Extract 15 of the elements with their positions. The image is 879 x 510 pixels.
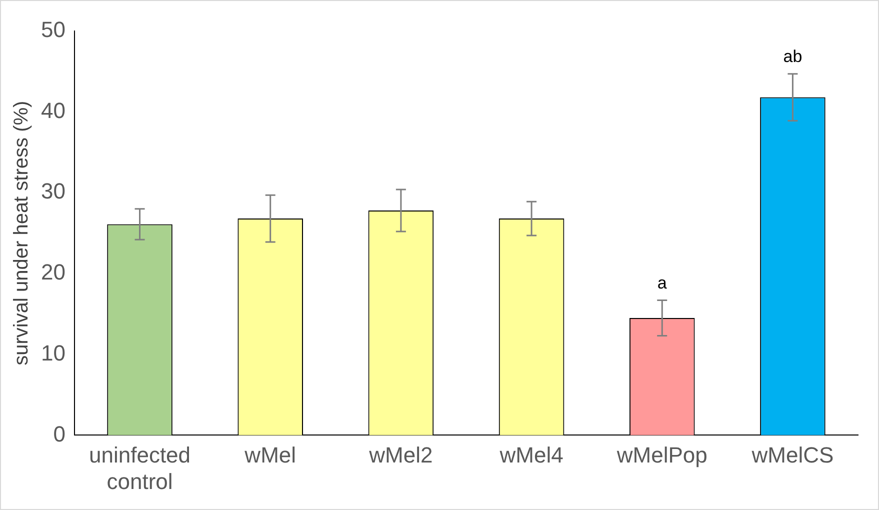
y-axis-title: survival under heat stress (%) <box>10 100 33 366</box>
x-tick-label: wMelCS <box>750 442 834 468</box>
x-tick-label: wMel2 <box>368 442 433 468</box>
y-tick-label: 50 <box>40 17 66 42</box>
y-tick-label: 20 <box>40 260 66 285</box>
x-tick-label: wMel <box>244 442 296 468</box>
x-tick-label: wMel4 <box>498 442 564 468</box>
y-tick-label: 0 <box>53 421 66 446</box>
x-tick-label: wMelPop <box>616 442 708 468</box>
annotation: a <box>657 273 668 292</box>
y-tick-label: 30 <box>40 178 66 204</box>
y-tick-label: 40 <box>40 98 66 123</box>
y-tick-label: 10 <box>40 340 66 366</box>
x-tick-label: uninfected control <box>89 442 191 494</box>
annotation: ab <box>783 47 802 66</box>
